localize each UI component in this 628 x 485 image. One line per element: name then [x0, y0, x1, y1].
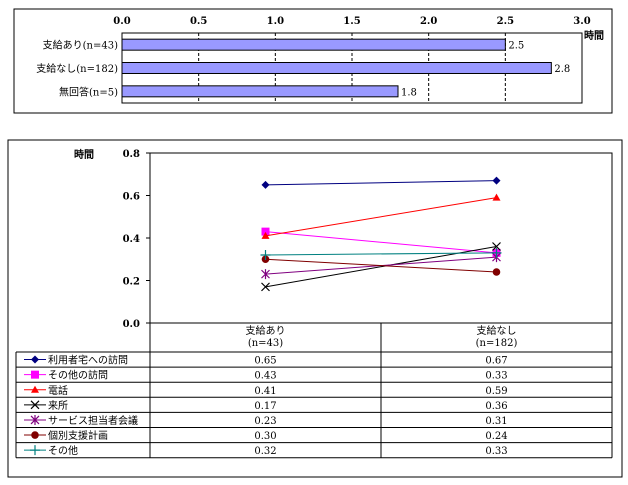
marker-plus — [30, 445, 40, 456]
series-line — [265, 180, 497, 186]
marker-diamond — [31, 355, 39, 364]
line-y-tick-label: 0.8 — [123, 149, 140, 160]
legend-label: 個別支援計画 — [48, 429, 108, 442]
marker-triangle — [261, 231, 270, 239]
table-value: 0.30 — [254, 431, 276, 442]
bar — [121, 85, 399, 98]
bar-category-label: 支給なし(n=182) — [36, 62, 118, 75]
table-value: 0.23 — [254, 416, 276, 427]
series-line — [265, 258, 497, 273]
bar-category-label: 無回答(n=5) — [59, 85, 118, 98]
legend-label: 来所 — [48, 400, 68, 412]
bar-value-label: 2.8 — [554, 64, 570, 75]
table-value: 0.24 — [485, 431, 507, 442]
line-y-tick-label: 0.2 — [123, 277, 140, 288]
line-chart-frame — [7, 139, 623, 478]
bar-x-axis-label: 時間 — [584, 29, 604, 42]
line-category-label: 支給あり — [246, 324, 286, 337]
marker-star — [261, 269, 270, 280]
marker-square — [31, 370, 39, 379]
bar-value-label: 2.5 — [508, 41, 524, 52]
table-value: 0.17 — [254, 401, 276, 412]
table-value: 0.43 — [254, 371, 276, 382]
marker-diamond — [261, 180, 270, 189]
bar-x-tick-label: 1.0 — [267, 16, 284, 27]
bar — [121, 62, 552, 74]
marker-x — [261, 282, 270, 292]
bar-x-tick-label: 1.5 — [343, 16, 360, 27]
marker-star — [30, 414, 40, 425]
line-y-tick-label: 0.6 — [123, 192, 140, 203]
table-value: 0.32 — [254, 446, 276, 457]
legend-label: 利用者宅への訪問 — [48, 354, 128, 367]
marker-circle — [492, 268, 501, 276]
bar-x-tick-label: 0.5 — [190, 16, 207, 27]
line-category-label: (n=43) — [248, 338, 283, 349]
bar-category-label: 支給あり(n=43) — [43, 39, 118, 52]
marker-x — [492, 242, 501, 251]
line-y-axis-label: 時間 — [74, 148, 94, 161]
marker-triangle — [31, 385, 39, 393]
series-line — [265, 197, 497, 237]
marker-circle — [31, 431, 39, 439]
line-category-label: 支給なし — [477, 324, 517, 337]
table-value: 0.67 — [485, 356, 507, 367]
line-y-tick-label: 0.4 — [123, 234, 140, 245]
marker-x — [30, 400, 40, 410]
table-value: 0.41 — [254, 386, 276, 397]
bar-x-tick-label: 2.0 — [420, 16, 437, 27]
marker-plus — [260, 250, 271, 260]
line-category-label: (n=182) — [476, 338, 518, 349]
table-value: 0.33 — [485, 371, 507, 382]
series-line — [265, 252, 497, 256]
marker-plus — [491, 247, 502, 258]
legend-label: 電話 — [48, 384, 68, 397]
table-value: 0.65 — [254, 356, 276, 367]
bar — [121, 38, 506, 51]
table-value: 0.31 — [485, 416, 507, 427]
series-line — [265, 231, 497, 254]
marker-triangle — [492, 193, 501, 201]
bar-x-tick-label: 3.0 — [573, 16, 590, 27]
table-value: 0.33 — [485, 446, 507, 457]
table-value: 0.59 — [485, 386, 507, 397]
marker-diamond — [492, 176, 501, 185]
marker-square — [261, 227, 270, 236]
bar-value-label: 1.8 — [401, 87, 417, 98]
table-value: 0.36 — [485, 401, 507, 412]
legend-label: その他の訪問 — [48, 369, 108, 382]
line-y-tick-label: 0.0 — [123, 319, 140, 330]
legend-label: サービス担当者会議 — [48, 414, 138, 427]
legend-label: その他 — [48, 444, 78, 457]
bar-x-tick-label: 0.0 — [113, 16, 130, 27]
bar-x-tick-label: 2.5 — [497, 16, 514, 27]
